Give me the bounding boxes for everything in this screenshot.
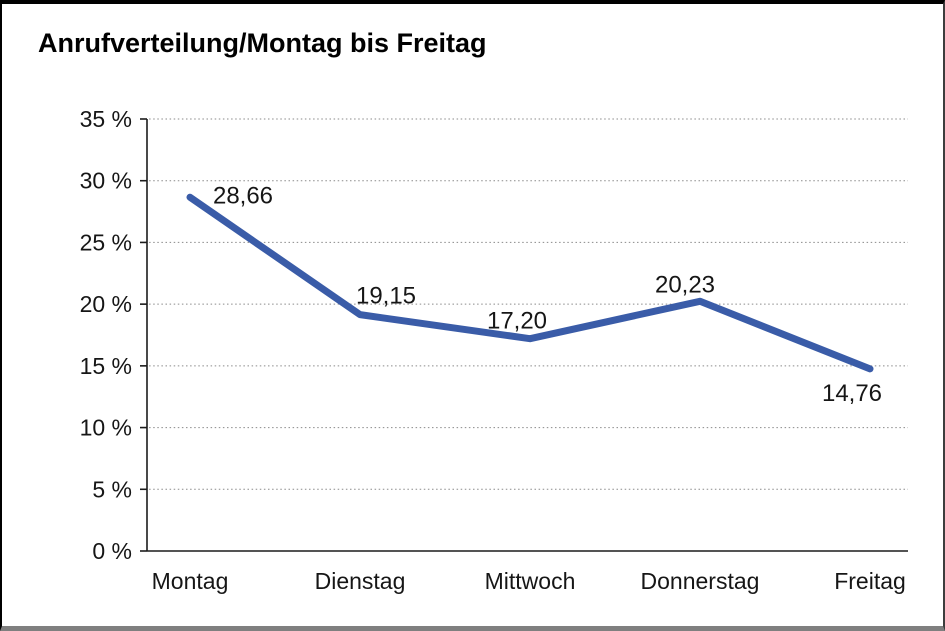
y-tick-label: 30 % bbox=[80, 168, 132, 194]
y-tick-label: 5 % bbox=[92, 476, 132, 502]
data-point-label: 14,76 bbox=[822, 380, 882, 407]
y-tick-label: 20 % bbox=[80, 291, 132, 317]
x-category-label: Mittwoch bbox=[485, 568, 576, 594]
y-tick-label: 25 % bbox=[80, 229, 132, 255]
line-chart-svg: 0 % 5 % 10 % 15 % 20 % 25 % 30 % 35 % Montag Dien… bbox=[80, 106, 908, 594]
y-tick-label: 10 % bbox=[80, 415, 132, 441]
y-tick-label: 15 % bbox=[80, 353, 132, 379]
data-line bbox=[186, 193, 874, 373]
y-tick-label: 35 % bbox=[80, 106, 132, 132]
chart-title: Anrufverteilung/Montag bis Freitag bbox=[38, 28, 487, 58]
data-point-label: 28,66 bbox=[213, 182, 273, 209]
x-category-label: Dienstag bbox=[315, 568, 406, 594]
y-tick-label: 0 % bbox=[92, 538, 132, 564]
data-point-label: 20,23 bbox=[655, 271, 715, 298]
x-category-label: Donnerstag bbox=[641, 568, 760, 594]
data-point-label: 19,15 bbox=[356, 283, 416, 310]
x-category-label: Montag bbox=[152, 568, 229, 594]
x-category-label: Freitag bbox=[834, 568, 906, 594]
data-point-label: 17,20 bbox=[487, 308, 547, 335]
